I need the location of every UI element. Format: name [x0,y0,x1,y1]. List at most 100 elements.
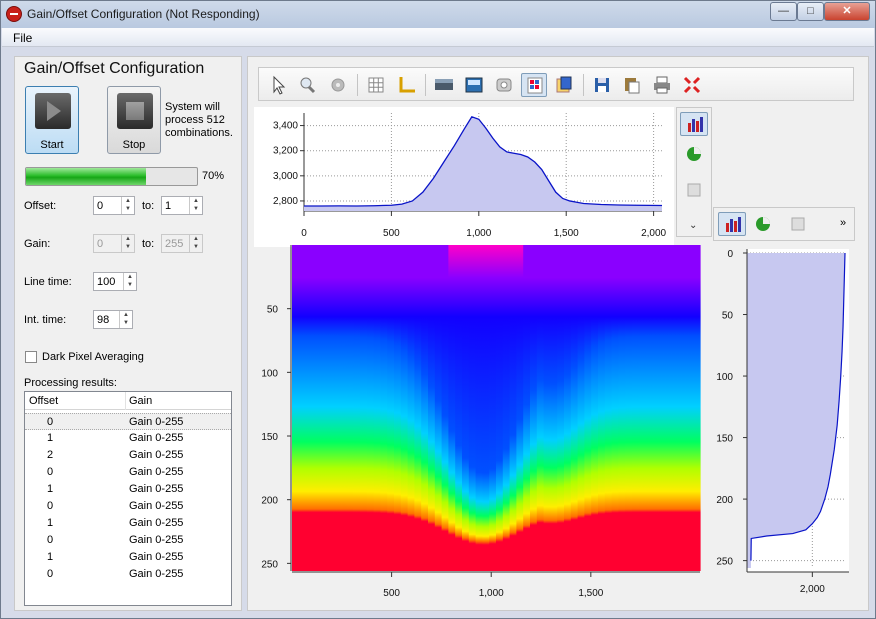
gain-from-value: 0 [97,238,104,250]
heatmap-column [557,245,565,571]
zoom-icon[interactable] [295,73,321,97]
gain-cell: Gain 0-255 [129,551,184,563]
heatmap-column [482,245,490,571]
heatmap-icon[interactable] [521,73,547,97]
dark-pixel-label[interactable]: Dark Pixel Averaging [42,351,144,363]
stop-button[interactable]: Stop [107,86,161,154]
list-item[interactable]: 0 Gain 0-255 [25,464,231,481]
list-item[interactable]: 1 Gain 0-255 [25,430,231,447]
heatmap-column [625,245,633,571]
progress-text: 70% [202,170,225,182]
spin-down-icon[interactable]: ▼ [123,320,129,326]
heatmap-column [686,245,694,571]
print-icon[interactable] [649,73,675,97]
heatmap-column [502,245,511,571]
list-item[interactable]: 1 Gain 0-255 [25,481,231,498]
heatmap-column [611,245,619,571]
heatmap-column [455,245,463,571]
pie-chart-icon[interactable] [749,212,777,236]
gain-cell: Gain 0-255 [129,500,184,512]
line-time-value: 100 [97,276,116,288]
list-item[interactable]: 1 Gain 0-255 [25,515,231,532]
image-icon[interactable] [461,73,487,97]
layout-icon[interactable] [680,178,708,202]
list-item[interactable]: 0 Gain 0-255 [25,566,231,583]
axis-icon[interactable] [393,73,419,97]
layout-icon[interactable] [784,212,812,236]
offset-from-stepper[interactable]: 0 ▲ ▼ [93,196,135,215]
side-profile-area: 0 50 100 150 200 250 2,000 [713,243,855,607]
color-scale-icon[interactable] [431,73,457,97]
reset-icon[interactable] [491,73,517,97]
export-plot-icon[interactable] [551,73,577,97]
gain-to-label: to: [142,238,155,250]
start-button[interactable]: Start [25,86,79,154]
save-icon[interactable] [589,73,615,97]
heatmap-column [659,245,667,571]
heatmap-column [332,245,341,571]
spin-down-icon: ▼ [193,244,199,250]
spin-down-icon[interactable]: ▼ [127,282,133,288]
offset-cell: 1 [47,517,54,529]
pie-chart-icon[interactable] [680,142,708,166]
pointer-icon[interactable] [265,73,291,97]
heatmap-column [292,245,300,571]
spin-down-icon[interactable]: ▼ [125,206,131,212]
profile-area [304,116,662,211]
spin-down-icon[interactable]: ▼ [193,206,199,212]
col-offset[interactable]: Offset [29,395,59,407]
gain-cell: Gain 0-255 [129,483,184,495]
minimize-button[interactable]: — [770,2,797,21]
side-profile-area [747,253,845,568]
heatmap-column [319,245,327,571]
heatmap-column [638,245,647,571]
heatmap-chart: 50 100 150 200 250 500 1,000 1,500 [261,245,701,599]
spin-up-icon[interactable]: ▲ [193,198,199,204]
offset-to-stepper[interactable]: 1 ▲ ▼ [161,196,203,215]
list-item[interactable]: 1 Gain 0-255 [25,549,231,566]
dark-pixel-checkbox[interactable] [25,351,37,363]
int-time-stepper[interactable]: 98 ▲ ▼ [93,310,133,329]
heatmap-column [339,245,347,571]
gain-to-stepper[interactable]: 255 ▲ ▼ [161,234,203,253]
maximize-button[interactable]: □ [797,2,824,21]
side-toolbar: » [713,207,855,241]
list-item[interactable]: 0 Gain 0-255 [25,532,231,549]
spin-up-icon[interactable]: ▲ [127,274,133,280]
y-tick-label: 50 [722,311,734,322]
spin-down-icon: ▼ [125,244,131,250]
settings-icon[interactable] [325,73,351,97]
menu-file[interactable]: File [13,31,33,45]
bar-chart-icon[interactable] [680,112,708,136]
list-item[interactable]: 0 Gain 0-255 [25,413,231,430]
copy-icon[interactable] [619,73,645,97]
stop-icon [117,93,153,129]
profile-line [304,115,663,207]
heatmap-column [584,245,592,571]
gain-from-stepper[interactable]: 0 ▲ ▼ [93,234,135,253]
close-button[interactable]: ✕ [824,2,870,21]
expand-down-icon[interactable]: ⌄ [689,220,698,231]
y-tick-label: 100 [261,368,278,379]
spin-up-icon[interactable]: ▲ [123,312,129,318]
start-label: Start [40,139,64,151]
spin-up-icon[interactable]: ▲ [125,198,131,204]
col-gain[interactable]: Gain [129,395,153,407]
fit-icon[interactable] [679,73,705,97]
panel-title: Gain/Offset Configuration [24,60,205,77]
int-time-label: Int. time: [24,314,67,326]
list-item[interactable]: 2 Gain 0-255 [25,447,231,464]
bar-chart-icon[interactable] [718,212,746,236]
heatmap-column [496,245,504,571]
gain-cell: Gain 0-255 [129,534,184,546]
heatmap-column [604,245,613,571]
y-tick-label: 100 [716,372,733,383]
line-time-stepper[interactable]: 100 ▲ ▼ [93,272,137,291]
results-list[interactable]: Offset Gain 0 Gain 0-255 1 Gain 0-255 2 Gain … [24,391,232,606]
more-icon[interactable]: » [840,217,847,229]
gain-label: Gain: [24,238,51,250]
grid-icon[interactable] [363,73,389,97]
gain-to-value: 255 [165,238,184,250]
y-tick-label: 250 [716,557,733,568]
list-item[interactable]: 0 Gain 0-255 [25,498,231,515]
